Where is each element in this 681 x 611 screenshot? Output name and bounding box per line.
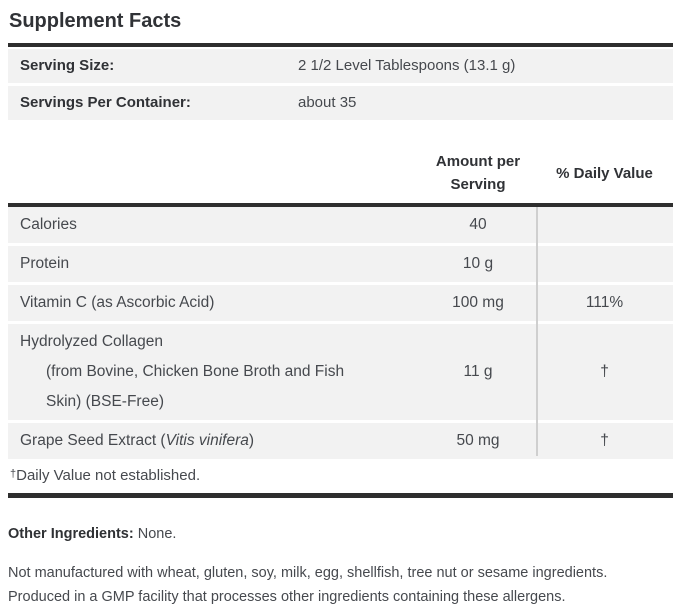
panel-title: Supplement Facts — [9, 10, 182, 32]
nutrient-name-suffix: ) — [248, 432, 255, 449]
top-divider-bar — [8, 43, 673, 47]
nutrient-name-prefix: Grape Seed Extract ( — [20, 432, 166, 449]
nutrient-daily-value: † — [600, 363, 609, 380]
allergen-statement: Not manufactured with wheat, gluten, soy… — [8, 565, 608, 605]
nutrient-name: Vitamin C (as Ascorbic Acid) — [20, 294, 215, 311]
nutrient-name: Hydrolyzed Collagen (from Bovine, Chicke… — [8, 327, 420, 417]
nutrient-daily-value: † — [600, 432, 609, 449]
other-ingredients-label: Other Ingredients: — [8, 526, 134, 542]
servings-per-container-value: about 35 — [298, 94, 357, 111]
table-row-protein: Protein 10 g — [8, 246, 673, 282]
nutrient-name-line3: Skin) (BSE-Free) — [46, 393, 164, 410]
amount-per-serving-header: Amount per Serving — [435, 153, 521, 193]
serving-size-row: Serving Size: 2 1/2 Level Tablespoons (1… — [8, 49, 673, 83]
nutrient-name-species: Vitis vinifera — [165, 432, 249, 449]
table-row-grape-seed-extract: Grape Seed Extract (Vitis vinifera) 50 m… — [8, 423, 673, 459]
nutrient-amount: 100 mg — [452, 294, 504, 311]
percent-daily-value-header: % Daily Value — [556, 164, 653, 182]
table-row-vitamin-c: Vitamin C (as Ascorbic Acid) 100 mg 111% — [8, 285, 673, 321]
nutrient-amount: 50 mg — [456, 432, 500, 449]
daily-value-footnote: †Daily Value not established. — [8, 462, 673, 493]
servings-per-container-label: Servings Per Container: — [20, 94, 191, 111]
nutrient-daily-value: 111% — [585, 294, 624, 311]
serving-size-label: Serving Size: — [20, 57, 115, 74]
nutrient-name-line1: Hydrolyzed Collagen — [20, 333, 164, 350]
serving-size-value: 2 1/2 Level Tablespoons (13.1 g) — [298, 57, 516, 74]
header-divider-bar — [8, 203, 673, 207]
dagger-symbol: † — [10, 468, 17, 480]
nutrient-name-line2: (from Bovine, Chicken Bone Broth and Fis… — [46, 363, 345, 380]
nutrient-name: Calories — [20, 216, 77, 233]
footnote-text: Daily Value not established. — [16, 467, 201, 484]
table-row-calories: Calories 40 — [8, 207, 673, 243]
serving-info-section: Serving Size: 2 1/2 Level Tablespoons (1… — [8, 49, 673, 120]
table-row-hydrolyzed-collagen: Hydrolyzed Collagen (from Bovine, Chicke… — [8, 324, 673, 420]
nutrient-amount: 10 g — [462, 255, 494, 272]
other-ingredients-value: None. — [133, 526, 177, 542]
other-ingredients-line: Other Ingredients: None. — [8, 526, 673, 542]
facts-table-header: Amount per Serving % Daily Value — [8, 150, 673, 203]
nutrient-name: Grape Seed Extract (Vitis vinifera) — [8, 426, 420, 456]
nutrient-amount: 11 g — [463, 363, 493, 380]
bottom-divider-bar — [8, 493, 673, 498]
nutrient-name: Protein — [20, 255, 70, 272]
nutrient-amount: 40 — [469, 216, 487, 233]
servings-per-container-row: Servings Per Container: about 35 — [8, 86, 673, 120]
facts-table-body: Calories 40 Protein 10 g Vitamin C (as A… — [8, 207, 673, 459]
column-divider-line — [536, 207, 538, 456]
